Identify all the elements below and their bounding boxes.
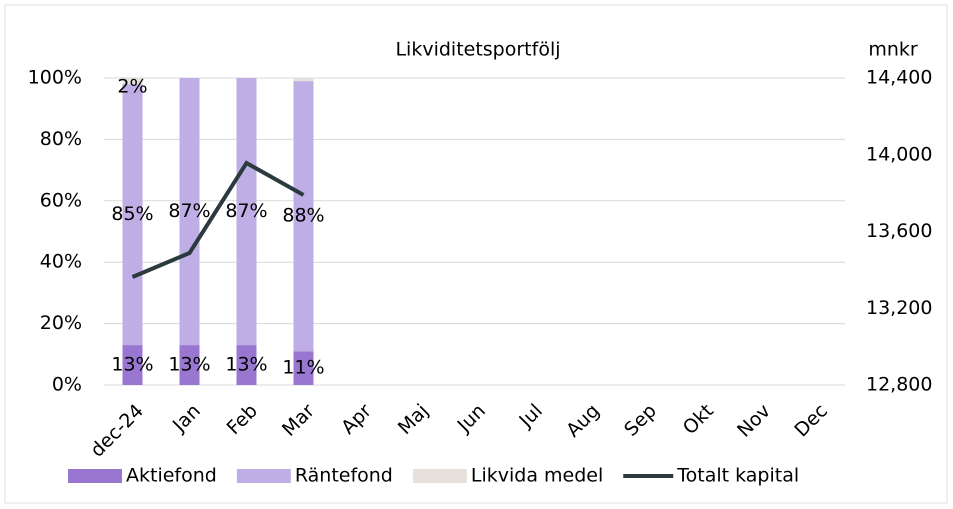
legend-swatch [236, 469, 291, 483]
y2-tick-label: 12,800 [866, 374, 932, 396]
legend-swatch [68, 469, 122, 483]
bar-segment [293, 351, 314, 385]
data-label: 87% [168, 200, 210, 222]
y-tick-label: 20% [40, 312, 82, 334]
bar-segment [122, 78, 143, 85]
bar-segment [179, 78, 200, 346]
y2-tick-label: 13,600 [866, 220, 932, 242]
data-label: 87% [225, 200, 267, 222]
bar-segment [122, 345, 143, 385]
bar-segment [179, 345, 200, 385]
chart-title: Likviditetsportfölj [395, 39, 560, 61]
line-series [131, 160, 305, 279]
y2-axis-label: mnkr [868, 39, 918, 61]
data-label: 11% [282, 357, 324, 379]
legend-swatch [412, 469, 467, 483]
y2-tick-label: 13,200 [866, 297, 932, 319]
y-tick-label: 0% [52, 374, 82, 396]
legend-label: Aktiefond [126, 465, 217, 487]
y2-tick-label: 14,000 [866, 143, 932, 165]
bar-segment [293, 78, 314, 82]
data-label: 2% [117, 76, 147, 98]
y-tick-label: 60% [40, 189, 82, 211]
data-label: 85% [111, 203, 153, 225]
y-tick-label: 100% [28, 67, 82, 89]
bar-segment [236, 345, 257, 385]
y2-tick-label: 14,400 [866, 67, 932, 89]
data-label: 13% [111, 354, 153, 376]
bar-segment [122, 84, 143, 346]
legend-label: Räntefond [295, 465, 393, 487]
data-label: 13% [168, 354, 210, 376]
data-label: 88% [282, 205, 324, 227]
legend-label: Likvida medel [471, 465, 603, 487]
legend-label: Totalt kapital [676, 465, 799, 487]
bar-segment [293, 81, 314, 352]
chart-border [4, 4, 948, 504]
y-tick-label: 40% [40, 251, 82, 273]
data-label: 13% [225, 354, 267, 376]
bar-segment [236, 78, 257, 346]
y-tick-label: 80% [40, 128, 82, 150]
